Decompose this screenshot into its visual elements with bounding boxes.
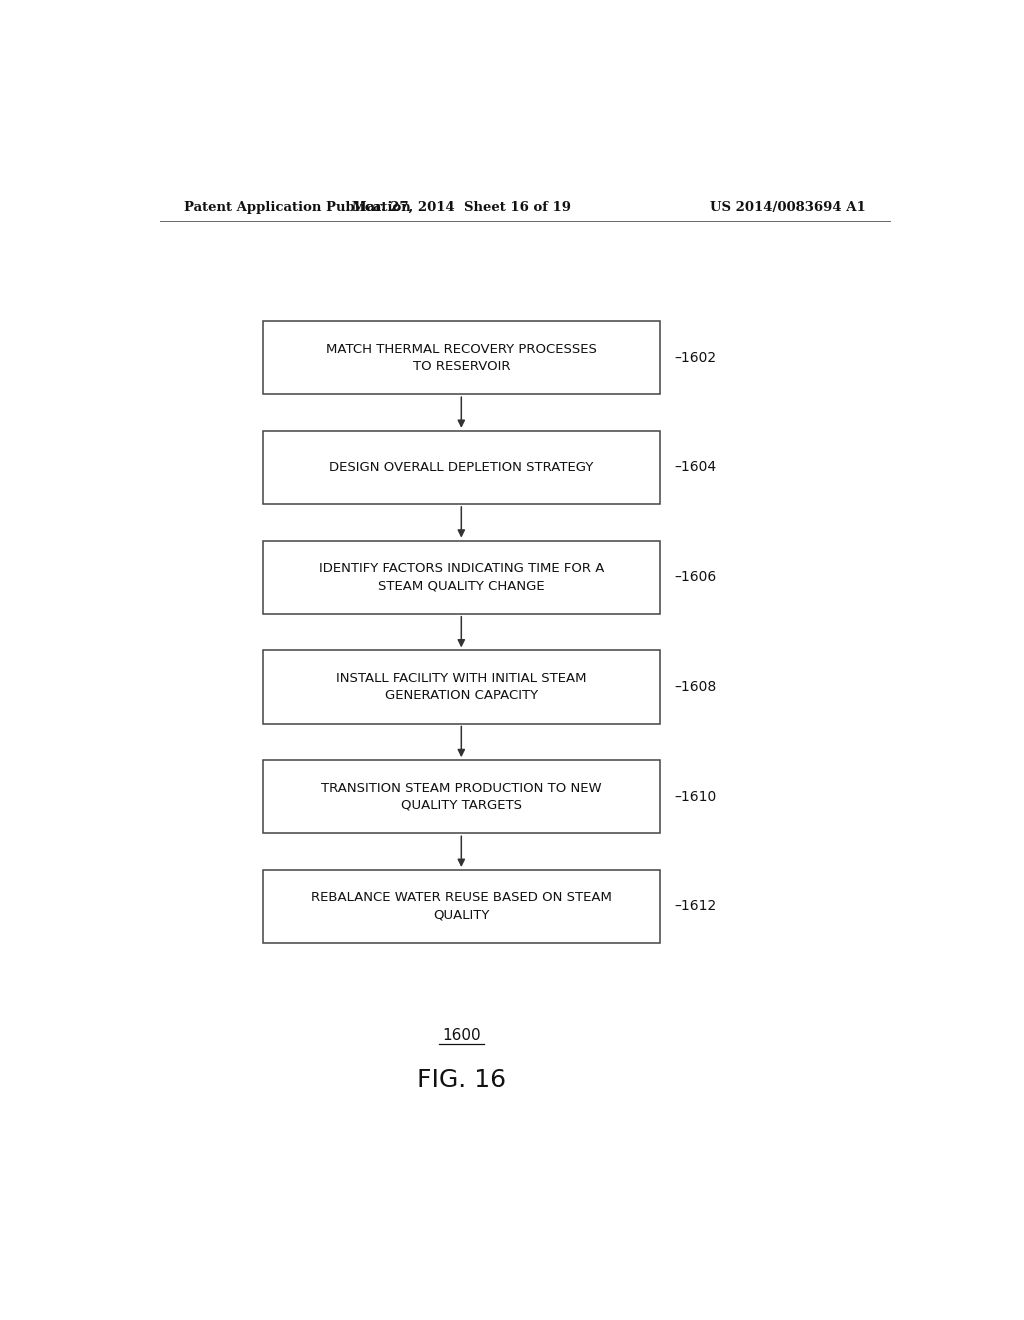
Text: –1602: –1602 [674, 351, 716, 364]
Bar [263, 321, 659, 395]
Bar [263, 651, 659, 723]
Text: IDENTIFY FACTORS INDICATING TIME FOR A
STEAM QUALITY CHANGE: IDENTIFY FACTORS INDICATING TIME FOR A S… [318, 562, 604, 593]
Text: INSTALL FACILITY WITH INITIAL STEAM
GENERATION CAPACITY: INSTALL FACILITY WITH INITIAL STEAM GENE… [336, 672, 587, 702]
Bar [263, 541, 659, 614]
Text: Patent Application Publication: Patent Application Publication [183, 201, 411, 214]
Bar [263, 430, 659, 504]
Bar [263, 760, 659, 833]
Text: –1612: –1612 [674, 899, 716, 913]
Bar [263, 870, 659, 942]
Text: Mar. 27, 2014  Sheet 16 of 19: Mar. 27, 2014 Sheet 16 of 19 [352, 201, 570, 214]
Text: TRANSITION STEAM PRODUCTION TO NEW
QUALITY TARGETS: TRANSITION STEAM PRODUCTION TO NEW QUALI… [321, 781, 602, 812]
Text: –1604: –1604 [674, 461, 716, 474]
Text: US 2014/0083694 A1: US 2014/0083694 A1 [711, 201, 866, 214]
Text: DESIGN OVERALL DEPLETION STRATEGY: DESIGN OVERALL DEPLETION STRATEGY [329, 461, 594, 474]
Text: –1606: –1606 [674, 570, 716, 585]
Text: –1608: –1608 [674, 680, 716, 694]
Text: MATCH THERMAL RECOVERY PROCESSES
TO RESERVOIR: MATCH THERMAL RECOVERY PROCESSES TO RESE… [326, 343, 597, 372]
Text: REBALANCE WATER REUSE BASED ON STEAM
QUALITY: REBALANCE WATER REUSE BASED ON STEAM QUA… [311, 891, 611, 921]
Text: –1610: –1610 [674, 789, 716, 804]
Text: 1600: 1600 [442, 1028, 480, 1043]
Text: FIG. 16: FIG. 16 [417, 1068, 506, 1092]
